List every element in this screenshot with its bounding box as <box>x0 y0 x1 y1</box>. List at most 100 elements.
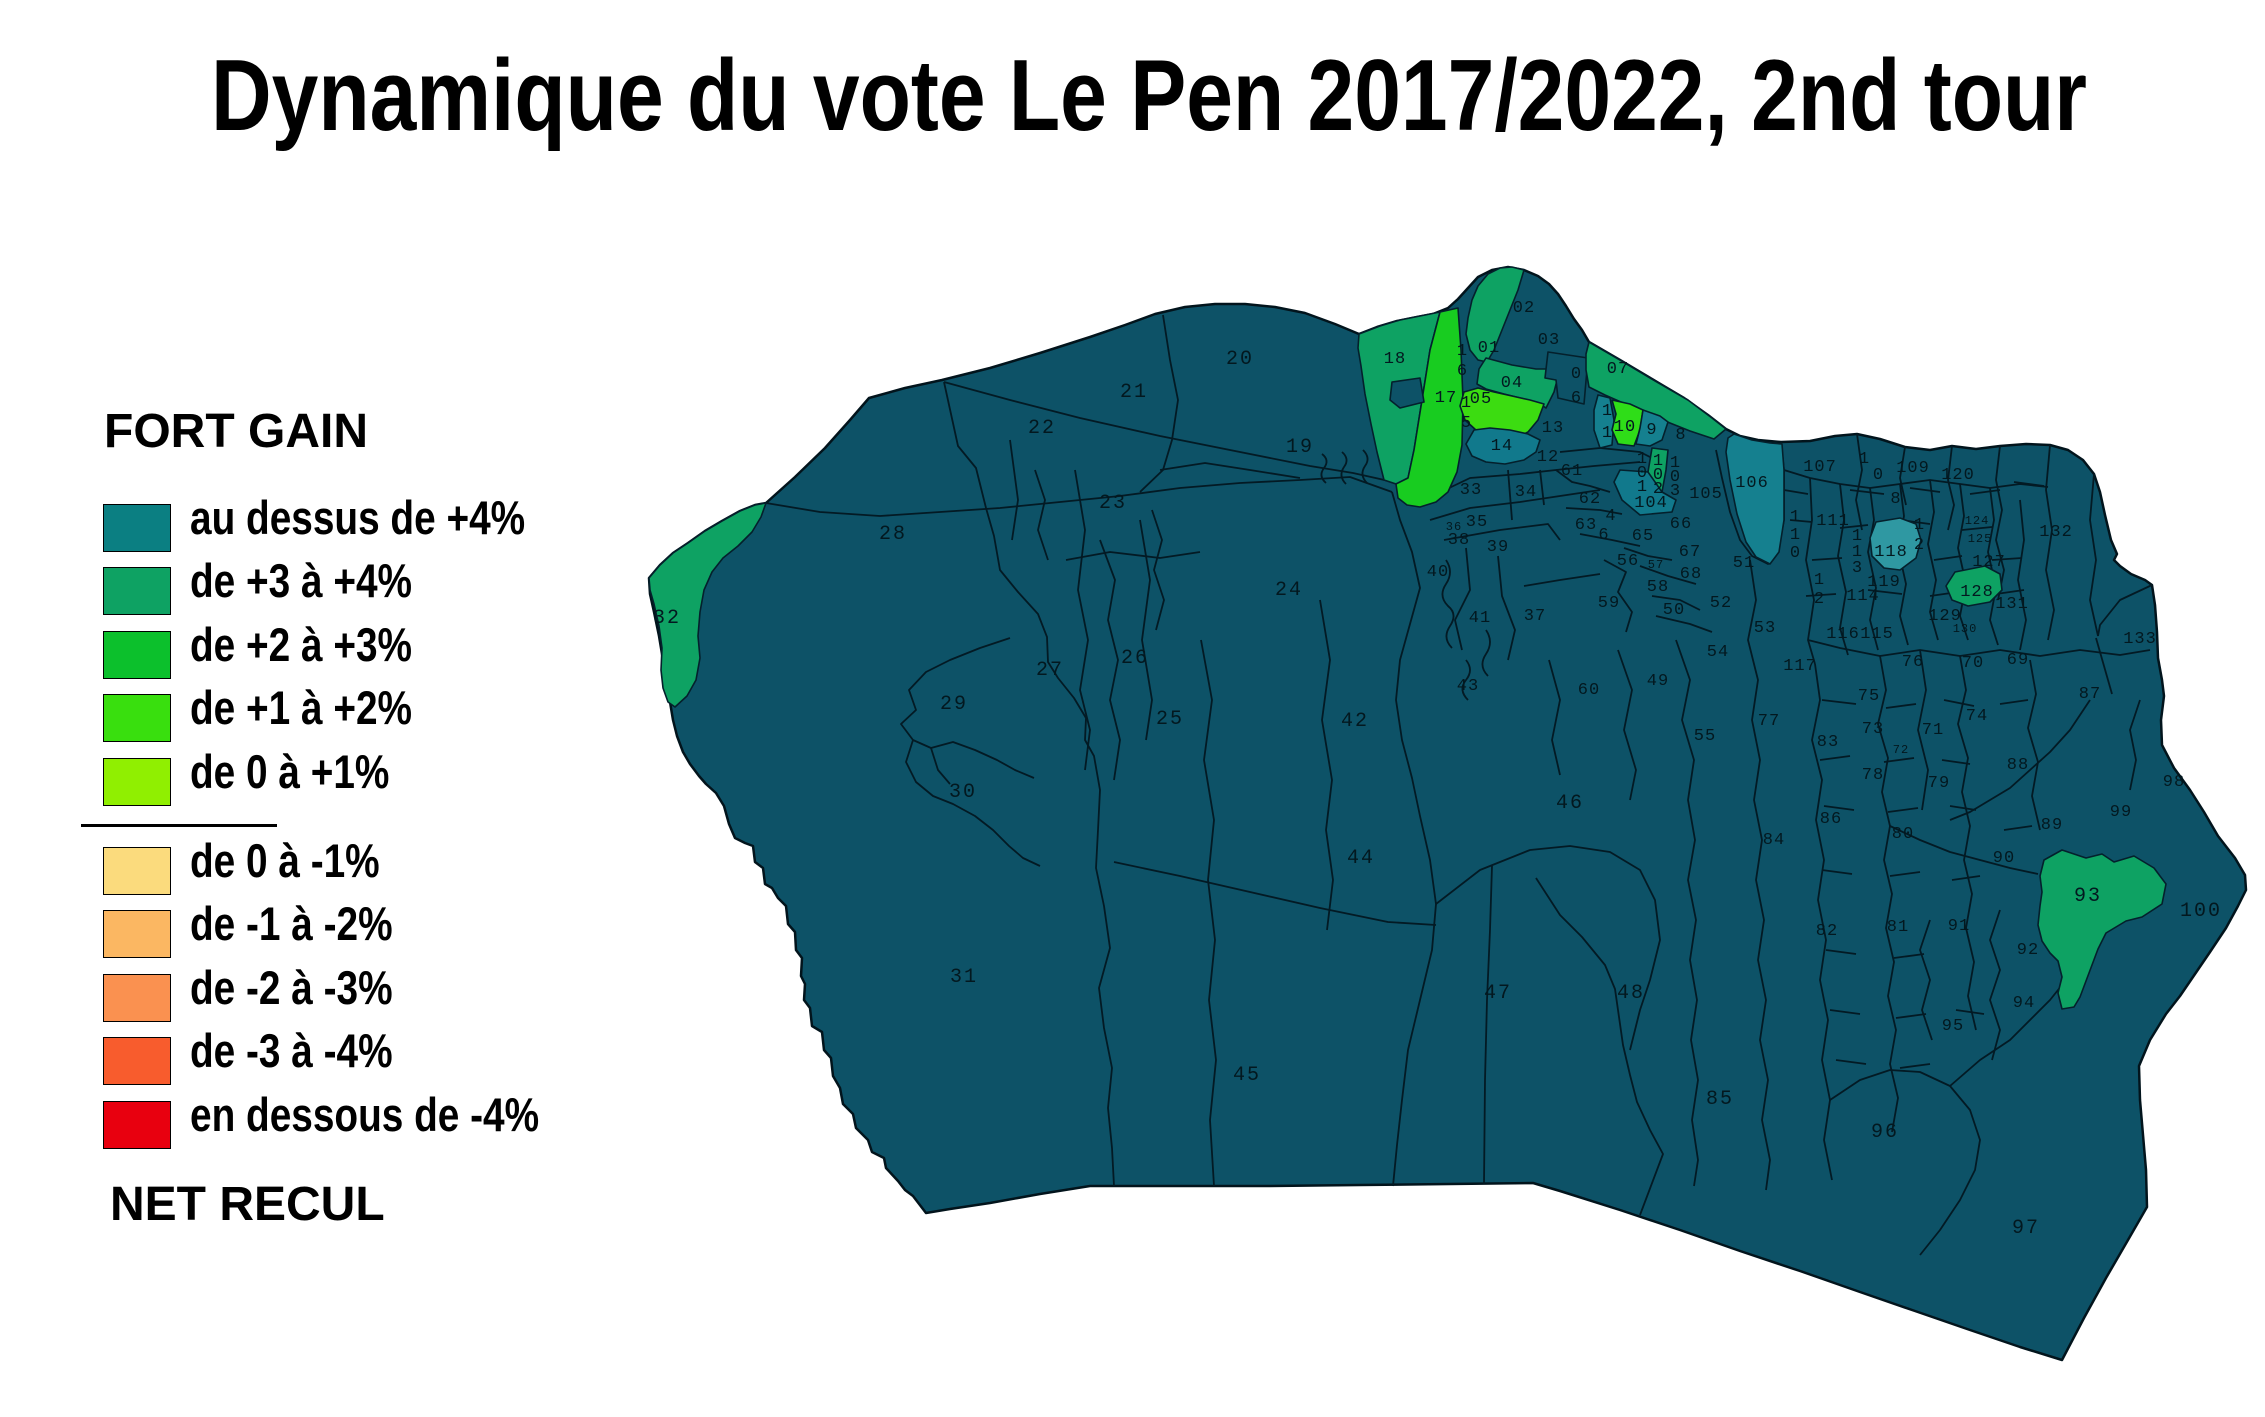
svg-text:41: 41 <box>1469 609 1491 628</box>
svg-text:86: 86 <box>1820 810 1842 829</box>
svg-text:14: 14 <box>1491 437 1513 456</box>
svg-text:59: 59 <box>1598 594 1620 613</box>
svg-text:8: 8 <box>1675 426 1686 445</box>
svg-text:5: 5 <box>1461 414 1471 433</box>
svg-text:36: 36 <box>1446 520 1462 534</box>
svg-text:1: 1 <box>1637 478 1647 497</box>
svg-text:01: 01 <box>1478 339 1500 358</box>
svg-text:78: 78 <box>1862 766 1884 785</box>
svg-text:0: 0 <box>1637 464 1647 483</box>
svg-text:44: 44 <box>1347 847 1375 870</box>
svg-text:39: 39 <box>1487 538 1509 557</box>
svg-text:89: 89 <box>2041 816 2063 835</box>
svg-text:2: 2 <box>1653 480 1663 499</box>
svg-text:50: 50 <box>1663 601 1685 620</box>
svg-text:37: 37 <box>1524 607 1546 626</box>
svg-text:51: 51 <box>1733 554 1755 573</box>
svg-text:129: 129 <box>1928 607 1962 626</box>
svg-text:116: 116 <box>1826 625 1860 644</box>
svg-text:32: 32 <box>653 607 681 630</box>
svg-text:1: 1 <box>1457 342 1467 361</box>
svg-text:45: 45 <box>1233 1064 1261 1087</box>
svg-text:04: 04 <box>1501 374 1523 393</box>
svg-text:60: 60 <box>1578 681 1600 700</box>
svg-text:1: 1 <box>1852 527 1862 546</box>
svg-text:1: 1 <box>1461 394 1471 413</box>
svg-text:0: 0 <box>1653 466 1663 485</box>
svg-text:20: 20 <box>1226 348 1254 371</box>
svg-text:125: 125 <box>1968 532 1993 546</box>
svg-text:131: 131 <box>1995 595 2029 614</box>
svg-text:1: 1 <box>1637 450 1647 469</box>
svg-text:25: 25 <box>1156 708 1184 731</box>
svg-text:1: 1 <box>1814 571 1824 590</box>
svg-text:87: 87 <box>2079 685 2101 704</box>
svg-text:95: 95 <box>1942 1017 1964 1036</box>
svg-text:74: 74 <box>1966 707 1988 726</box>
svg-text:05: 05 <box>1470 390 1492 409</box>
svg-text:127: 127 <box>1972 553 2006 572</box>
svg-text:70: 70 <box>1962 654 1984 673</box>
svg-text:1: 1 <box>1602 402 1612 421</box>
svg-text:1: 1 <box>1653 452 1663 471</box>
svg-text:6: 6 <box>1598 526 1609 545</box>
svg-text:12: 12 <box>1537 448 1559 467</box>
svg-text:33: 33 <box>1460 481 1482 500</box>
svg-text:106: 106 <box>1735 474 1769 493</box>
svg-text:34: 34 <box>1515 483 1537 502</box>
svg-text:120: 120 <box>1941 466 1975 485</box>
svg-text:2: 2 <box>1814 590 1824 609</box>
svg-text:80: 80 <box>1892 825 1914 844</box>
svg-text:133: 133 <box>2123 630 2157 649</box>
svg-text:22: 22 <box>1028 417 1056 440</box>
svg-text:1: 1 <box>1859 450 1869 469</box>
svg-text:68: 68 <box>1680 565 1702 584</box>
svg-text:43: 43 <box>1457 677 1479 696</box>
svg-text:38: 38 <box>1448 531 1470 550</box>
svg-text:67: 67 <box>1679 543 1701 562</box>
svg-text:104: 104 <box>1634 494 1668 513</box>
svg-text:29: 29 <box>940 693 968 716</box>
svg-text:76: 76 <box>1902 653 1924 672</box>
svg-text:48: 48 <box>1617 982 1645 1005</box>
svg-text:128: 128 <box>1960 583 1994 602</box>
svg-text:27: 27 <box>1036 659 1064 682</box>
svg-text:1: 1 <box>1790 526 1800 545</box>
svg-text:21: 21 <box>1120 381 1148 404</box>
svg-text:93: 93 <box>2074 885 2102 908</box>
svg-text:84: 84 <box>1763 831 1785 850</box>
svg-text:1: 1 <box>1852 543 1862 562</box>
svg-text:54: 54 <box>1707 643 1729 662</box>
svg-text:53: 53 <box>1754 619 1776 638</box>
svg-text:26: 26 <box>1121 647 1149 670</box>
svg-text:57: 57 <box>1648 558 1664 572</box>
svg-text:46: 46 <box>1556 792 1584 815</box>
svg-text:105: 105 <box>1689 485 1723 504</box>
svg-text:42: 42 <box>1341 710 1369 733</box>
svg-text:81: 81 <box>1887 918 1909 937</box>
svg-text:90: 90 <box>1993 849 2015 868</box>
svg-text:94: 94 <box>2013 994 2035 1013</box>
svg-text:73: 73 <box>1862 720 1884 739</box>
svg-text:109: 109 <box>1896 459 1930 478</box>
svg-text:24: 24 <box>1275 579 1303 602</box>
svg-text:47: 47 <box>1484 982 1512 1005</box>
svg-text:61: 61 <box>1561 462 1583 481</box>
svg-text:118: 118 <box>1874 543 1908 562</box>
svg-text:124: 124 <box>1965 514 1990 528</box>
svg-text:02: 02 <box>1513 299 1535 318</box>
svg-text:55: 55 <box>1694 727 1716 746</box>
svg-text:0: 0 <box>1670 468 1680 487</box>
svg-text:132: 132 <box>2039 523 2073 542</box>
svg-text:71: 71 <box>1922 721 1944 740</box>
svg-text:91: 91 <box>1948 917 1970 936</box>
svg-text:100: 100 <box>2180 900 2222 923</box>
svg-text:35: 35 <box>1466 513 1488 532</box>
svg-text:72: 72 <box>1893 743 1909 757</box>
svg-text:03: 03 <box>1538 331 1560 350</box>
svg-text:4: 4 <box>1605 507 1616 526</box>
svg-text:77: 77 <box>1758 712 1780 731</box>
svg-text:1: 1 <box>1914 516 1924 535</box>
svg-text:3: 3 <box>1852 559 1862 578</box>
svg-text:97: 97 <box>2012 1217 2040 1240</box>
